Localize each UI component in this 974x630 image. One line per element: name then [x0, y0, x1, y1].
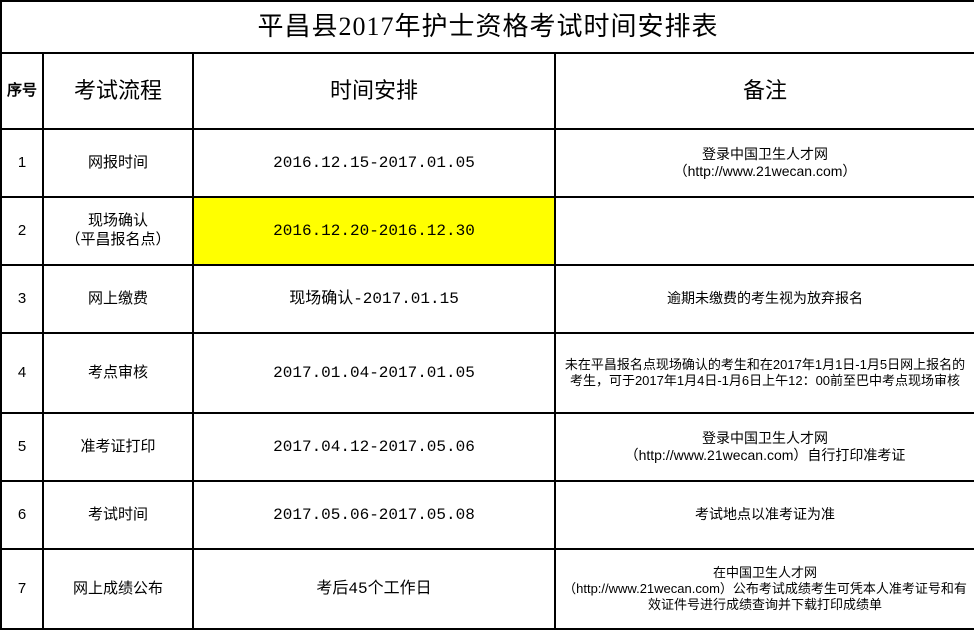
- cell-seq: 4: [1, 333, 43, 413]
- cell-process: 网上缴费: [43, 265, 193, 333]
- col-header-process: 考试流程: [43, 53, 193, 129]
- cell-note: 登录中国卫生人才网（http://www.21wecan.com）自行打印准考证: [555, 413, 974, 481]
- cell-process: 网报时间: [43, 129, 193, 197]
- table-row: 1网报时间2016.12.15-2017.01.05登录中国卫生人才网（http…: [1, 129, 974, 197]
- cell-schedule: 2016.12.20-2016.12.30: [193, 197, 555, 265]
- table-row: 3网上缴费现场确认-2017.01.15逾期未缴费的考生视为放弃报名: [1, 265, 974, 333]
- col-header-note: 备注: [555, 53, 974, 129]
- cell-schedule: 2017.01.04-2017.01.05: [193, 333, 555, 413]
- table-row: 7网上成绩公布考后45个工作日在中国卫生人才网（http://www.21wec…: [1, 549, 974, 629]
- cell-note: 未在平昌报名点现场确认的考生和在2017年1月1日-1月5日网上报名的考生，可于…: [555, 333, 974, 413]
- cell-process: 网上成绩公布: [43, 549, 193, 629]
- cell-process: 考点审核: [43, 333, 193, 413]
- col-header-schedule: 时间安排: [193, 53, 555, 129]
- cell-schedule: 2017.04.12-2017.05.06: [193, 413, 555, 481]
- table-row: 2现场确认（平昌报名点）2016.12.20-2016.12.30: [1, 197, 974, 265]
- cell-note: 考试地点以准考证为准: [555, 481, 974, 549]
- table-title: 平昌县2017年护士资格考试时间安排表: [1, 1, 974, 53]
- cell-note: 逾期未缴费的考生视为放弃报名: [555, 265, 974, 333]
- cell-seq: 5: [1, 413, 43, 481]
- schedule-table: 平昌县2017年护士资格考试时间安排表 序号 考试流程 时间安排 备注 1网报时…: [0, 0, 974, 630]
- cell-seq: 1: [1, 129, 43, 197]
- cell-seq: 2: [1, 197, 43, 265]
- col-header-seq: 序号: [1, 53, 43, 129]
- cell-schedule: 2016.12.15-2017.01.05: [193, 129, 555, 197]
- cell-seq: 7: [1, 549, 43, 629]
- cell-note: 在中国卫生人才网（http://www.21wecan.com）公布考试成绩考生…: [555, 549, 974, 629]
- cell-process: 准考证打印: [43, 413, 193, 481]
- title-row: 平昌县2017年护士资格考试时间安排表: [1, 1, 974, 53]
- header-row: 序号 考试流程 时间安排 备注: [1, 53, 974, 129]
- cell-schedule: 2017.05.06-2017.05.08: [193, 481, 555, 549]
- cell-note: 登录中国卫生人才网（http://www.21wecan.com）: [555, 129, 974, 197]
- table-row: 4考点审核2017.01.04-2017.01.05未在平昌报名点现场确认的考生…: [1, 333, 974, 413]
- cell-process: 现场确认（平昌报名点）: [43, 197, 193, 265]
- cell-process: 考试时间: [43, 481, 193, 549]
- schedule-sheet: 平昌县2017年护士资格考试时间安排表 序号 考试流程 时间安排 备注 1网报时…: [0, 0, 974, 608]
- cell-note: [555, 197, 974, 265]
- cell-seq: 6: [1, 481, 43, 549]
- table-row: 5准考证打印2017.04.12-2017.05.06登录中国卫生人才网（htt…: [1, 413, 974, 481]
- cell-schedule: 考后45个工作日: [193, 549, 555, 629]
- cell-schedule: 现场确认-2017.01.15: [193, 265, 555, 333]
- table-row: 6考试时间2017.05.06-2017.05.08考试地点以准考证为准: [1, 481, 974, 549]
- cell-seq: 3: [1, 265, 43, 333]
